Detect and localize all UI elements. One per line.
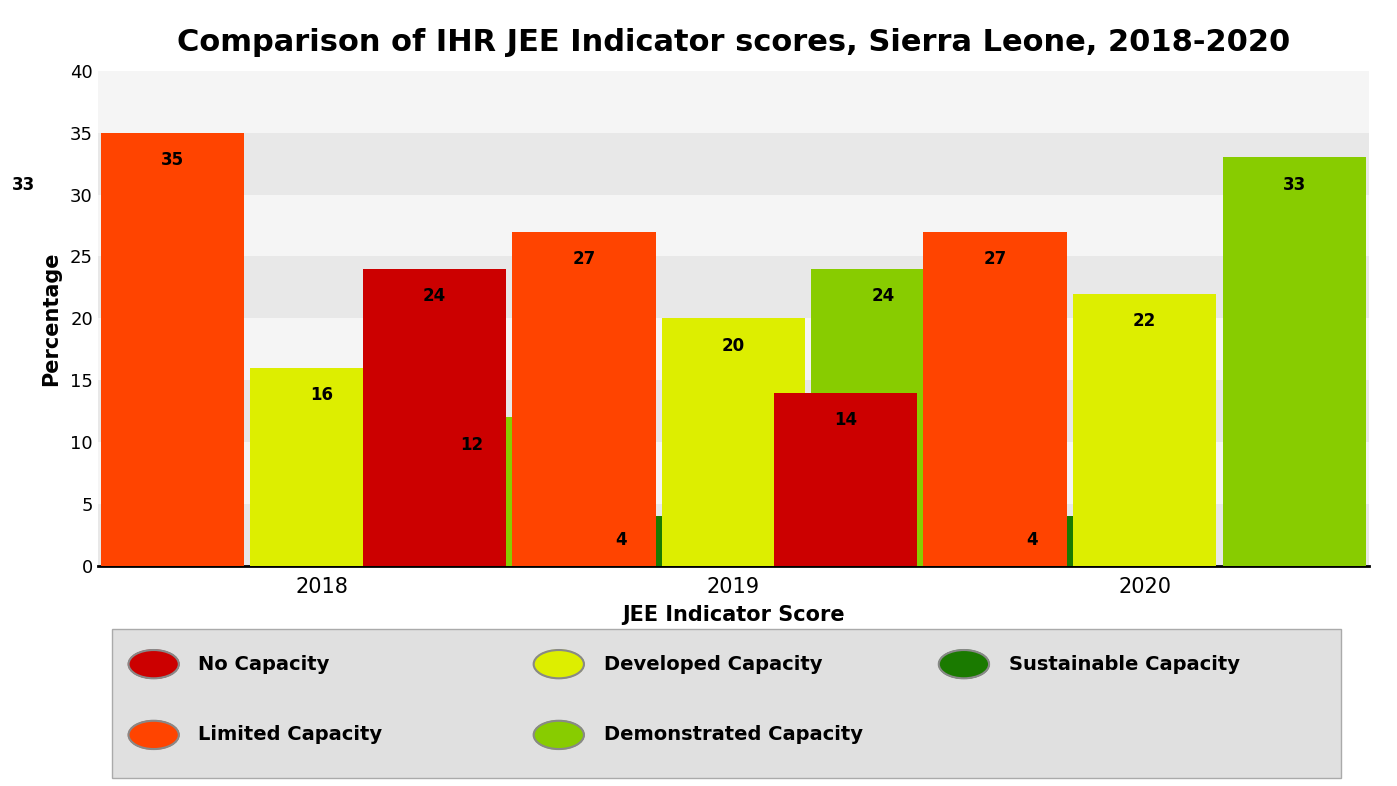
Bar	[513, 232, 655, 566]
Text: 16: 16	[310, 387, 334, 405]
Bar	[400, 417, 543, 566]
Text: 24: 24	[872, 288, 894, 306]
Bar	[98, 133, 1369, 194]
Bar	[1073, 293, 1217, 566]
Text: No Capacity: No Capacity	[198, 655, 330, 674]
Bar	[98, 194, 1369, 256]
Text: 33: 33	[11, 176, 35, 194]
Bar	[961, 516, 1104, 566]
X-axis label: JEE Indicator Score: JEE Indicator Score	[622, 605, 845, 626]
Bar	[774, 392, 918, 566]
Bar	[98, 380, 1369, 442]
Bar	[98, 71, 1369, 133]
Text: 20: 20	[722, 337, 745, 355]
Bar	[98, 504, 1369, 566]
Bar	[363, 269, 506, 566]
Text: 27: 27	[983, 250, 1007, 268]
Bar	[0, 157, 95, 566]
Text: 22: 22	[1133, 312, 1157, 330]
Bar	[1222, 157, 1366, 566]
Text: 12: 12	[460, 436, 483, 454]
Text: 24: 24	[423, 288, 446, 306]
Text: 4: 4	[1027, 531, 1038, 549]
Bar	[812, 269, 954, 566]
Text: Developed Capacity: Developed Capacity	[604, 655, 821, 674]
Text: Sustainable Capacity: Sustainable Capacity	[1009, 655, 1239, 674]
Bar	[923, 232, 1067, 566]
Text: 27: 27	[573, 250, 595, 268]
Bar	[98, 256, 1369, 318]
Text: 33: 33	[1282, 176, 1306, 194]
Text: 14: 14	[834, 411, 858, 429]
Bar	[98, 442, 1369, 504]
Bar	[250, 368, 394, 566]
Text: Demonstrated Capacity: Demonstrated Capacity	[604, 725, 862, 744]
Text: 35: 35	[161, 151, 184, 169]
Bar	[662, 318, 805, 566]
Y-axis label: Percentage: Percentage	[42, 251, 61, 386]
Text: Limited Capacity: Limited Capacity	[198, 725, 383, 744]
Text: 4: 4	[616, 531, 627, 549]
Bar	[101, 133, 244, 566]
Title: Comparison of IHR JEE Indicator scores, Sierra Leone, 2018-2020: Comparison of IHR JEE Indicator scores, …	[177, 28, 1289, 57]
Bar	[98, 318, 1369, 380]
Bar	[549, 516, 693, 566]
Bar	[1372, 516, 1397, 566]
